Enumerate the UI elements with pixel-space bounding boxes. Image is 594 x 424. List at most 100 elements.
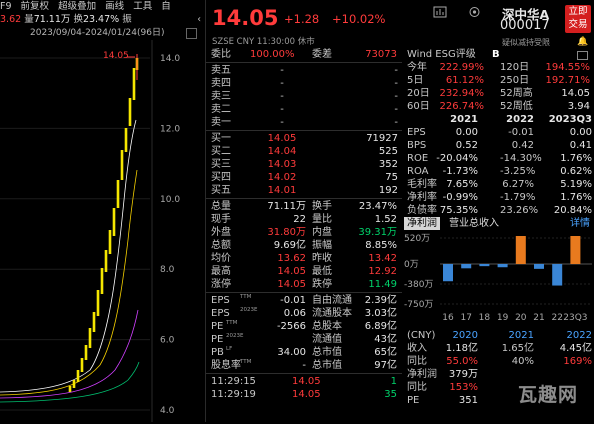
ask-vol: -: [394, 78, 398, 89]
custom-button[interactable]: 自: [161, 1, 171, 12]
income-value: 55.0%: [446, 356, 478, 367]
quote-row: 外盘 31.80万 内盘 39.31万: [206, 226, 402, 239]
fin-row: 净利率 -0.99% -1.79% 1.76%: [404, 191, 594, 204]
valuation-label: 总市值: [312, 360, 342, 371]
bid-row[interactable]: 买五 14.01 192: [206, 184, 402, 197]
compare-icon[interactable]: [433, 6, 447, 18]
bar-x-label: 17: [460, 313, 471, 323]
ask-row[interactable]: 卖一 - -: [206, 116, 402, 129]
f9-button[interactable]: F9: [0, 1, 12, 12]
profit-bar: [479, 264, 490, 267]
details-link[interactable]: 详情: [570, 218, 590, 229]
weibi-value: 100.00%: [250, 49, 295, 60]
bar-x-label: 22: [551, 313, 562, 323]
quote-label: 昨收: [312, 253, 332, 264]
settings-icon[interactable]: [468, 6, 481, 18]
kline-panel[interactable]: F9 前复权 超级叠加 画线 工具 自 3.62 量71.11万 换23.47%…: [0, 0, 206, 422]
quote-panel: 14.05 +1.28 +10.02% 深中华A 000017 立即 交易 SZ…: [206, 0, 594, 422]
bid-vol: 192: [378, 185, 398, 196]
y-tick-label: 12.0: [160, 124, 180, 134]
valuation-label: 股息率: [211, 360, 241, 371]
ask-row[interactable]: 卖四 - -: [206, 77, 402, 90]
valuation-label: 总市值: [312, 347, 342, 358]
fin-value: -1.73%: [442, 166, 478, 177]
weicha-value: 73073: [365, 49, 397, 60]
quote-value: 39.31万: [358, 227, 397, 238]
adjust-button[interactable]: 前复权: [20, 1, 50, 12]
valuation-value: 43亿: [374, 334, 397, 345]
return-label: 5日: [407, 75, 424, 86]
fin-value: -20.04%: [436, 153, 478, 164]
draw-button[interactable]: 画线: [105, 1, 125, 12]
bell-icon[interactable]: 🔔: [577, 37, 589, 47]
fin-value: 0.52: [455, 140, 478, 151]
bid-price: 14.04: [267, 146, 297, 157]
expand-icon[interactable]: [186, 28, 197, 39]
valuation-sub: 2023E: [226, 333, 244, 339]
turnover-value: 23.47%: [82, 14, 120, 25]
fin-row: EPS 0.00 -0.01 0.00: [404, 126, 594, 139]
fin-value: 0.41: [569, 140, 592, 151]
chevron-left-icon[interactable]: ‹: [197, 14, 201, 25]
ask-price: -: [280, 91, 284, 102]
fin-row: BPS 0.52 0.42 0.41: [404, 139, 594, 152]
valuation-sub: LF: [226, 346, 233, 352]
ask-row[interactable]: 卖五 - -: [206, 64, 402, 77]
tab-revenue[interactable]: 营业总收入: [449, 218, 499, 229]
candle: [116, 180, 120, 208]
bid-row[interactable]: 买三 14.03 352: [206, 158, 402, 171]
ask-label: 卖三: [211, 91, 231, 102]
profit-bar: [461, 264, 472, 269]
bid-row[interactable]: 买四 14.02 75: [206, 171, 402, 184]
stock-name: 深中华A: [502, 7, 550, 22]
income-value: 4.45亿: [559, 343, 592, 354]
valuation-label: PE: [211, 321, 224, 332]
ask-row[interactable]: 卖二 - -: [206, 103, 402, 116]
fin-value: 0.42: [511, 140, 534, 151]
chart-toolbar: F9 前复权 超级叠加 画线 工具 自: [0, 0, 205, 13]
quote-value: 23.47%: [358, 201, 397, 212]
y-tick-label: 4.0: [160, 406, 175, 416]
weicha-label: 委差: [312, 49, 332, 60]
bid-label: 买五: [211, 185, 231, 196]
chart-icon[interactable]: [577, 51, 588, 60]
income-header: (CNY) 2020 2021 2022: [404, 329, 594, 342]
last-price: 14.05: [212, 6, 279, 30]
profit-bar: [443, 264, 453, 282]
quote-label: 涨停: [211, 279, 231, 290]
fin-label: ROA: [407, 166, 429, 177]
y-tick-label: 8.0: [160, 265, 175, 275]
esg-label[interactable]: Wind ESG评级: [407, 49, 476, 60]
ask-row[interactable]: 卖三 - -: [206, 90, 402, 103]
order-book: 委比 100.00% 委差 73073 卖五 - - 卖四 - - 卖三 - - 卖二 - - 卖一 - -…: [206, 48, 402, 401]
valuation-label: PE: [211, 334, 224, 345]
quote-label: 外盘: [211, 227, 231, 238]
candle: [120, 150, 124, 180]
restriction-note: 疑似减持受限: [502, 38, 550, 47]
bar-x-label: 21: [533, 313, 544, 323]
overlay-button[interactable]: 超级叠加: [58, 1, 97, 12]
ma-line: [0, 169, 138, 396]
quote-value: 22: [293, 214, 306, 225]
trade-button[interactable]: 立即 交易: [565, 5, 591, 33]
valuation-value: 34.00: [277, 347, 306, 358]
tab-net-profit[interactable]: 净利润: [404, 217, 440, 230]
income-value: 169%: [563, 356, 592, 367]
bar-x-label: 19: [497, 313, 509, 323]
income-label: 同比: [407, 382, 427, 393]
tools-button[interactable]: 工具: [133, 1, 153, 12]
valuation-label: 总股本: [312, 321, 342, 332]
valuation-value: -0.01: [280, 295, 306, 306]
candle: [72, 380, 76, 388]
quote-value: 13.42: [368, 253, 397, 264]
valuation-value: 97亿: [374, 360, 397, 371]
kline-chart[interactable]: 14.0 12.0 10.0 8.0 6.0 4.0 14.05: [0, 40, 205, 422]
range-bar: 2023/09/04-2024/01/24(96日): [0, 27, 205, 39]
return-value: 192.71%: [545, 75, 591, 86]
watermark: 瓦趣网: [518, 384, 579, 406]
quote-value: 31.80万: [267, 227, 306, 238]
bid-row[interactable]: 买二 14.04 525: [206, 145, 402, 158]
bid-row[interactable]: 买一 14.05 71927: [206, 132, 402, 145]
ask-vol: -: [394, 65, 398, 76]
ask-price: -: [280, 117, 284, 128]
